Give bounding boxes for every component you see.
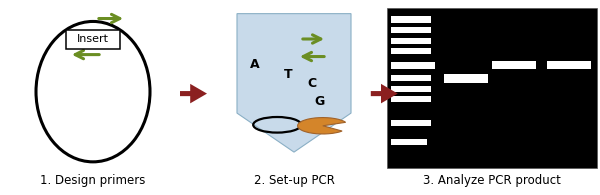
Text: 3. Analyze PCR product: 3. Analyze PCR product	[423, 174, 561, 187]
Text: A: A	[250, 58, 260, 71]
FancyBboxPatch shape	[391, 16, 431, 23]
FancyBboxPatch shape	[391, 27, 431, 33]
FancyBboxPatch shape	[391, 38, 431, 44]
Polygon shape	[237, 14, 351, 152]
FancyBboxPatch shape	[391, 120, 431, 126]
Polygon shape	[371, 84, 398, 103]
Text: G: G	[314, 95, 325, 108]
FancyBboxPatch shape	[65, 30, 121, 49]
Wedge shape	[298, 118, 346, 134]
FancyBboxPatch shape	[547, 61, 591, 69]
FancyBboxPatch shape	[391, 62, 436, 69]
Text: 2. Set-up PCR: 2. Set-up PCR	[254, 174, 334, 187]
Text: C: C	[307, 77, 317, 90]
FancyBboxPatch shape	[391, 48, 431, 54]
FancyBboxPatch shape	[391, 75, 431, 81]
FancyBboxPatch shape	[391, 139, 427, 145]
Text: 1. Design primers: 1. Design primers	[40, 174, 146, 187]
FancyBboxPatch shape	[391, 86, 431, 92]
FancyBboxPatch shape	[391, 96, 431, 102]
Text: Insert: Insert	[77, 35, 109, 44]
Text: T: T	[284, 68, 292, 81]
Polygon shape	[180, 84, 207, 103]
FancyBboxPatch shape	[387, 8, 597, 168]
FancyBboxPatch shape	[492, 61, 536, 69]
FancyBboxPatch shape	[444, 74, 488, 82]
